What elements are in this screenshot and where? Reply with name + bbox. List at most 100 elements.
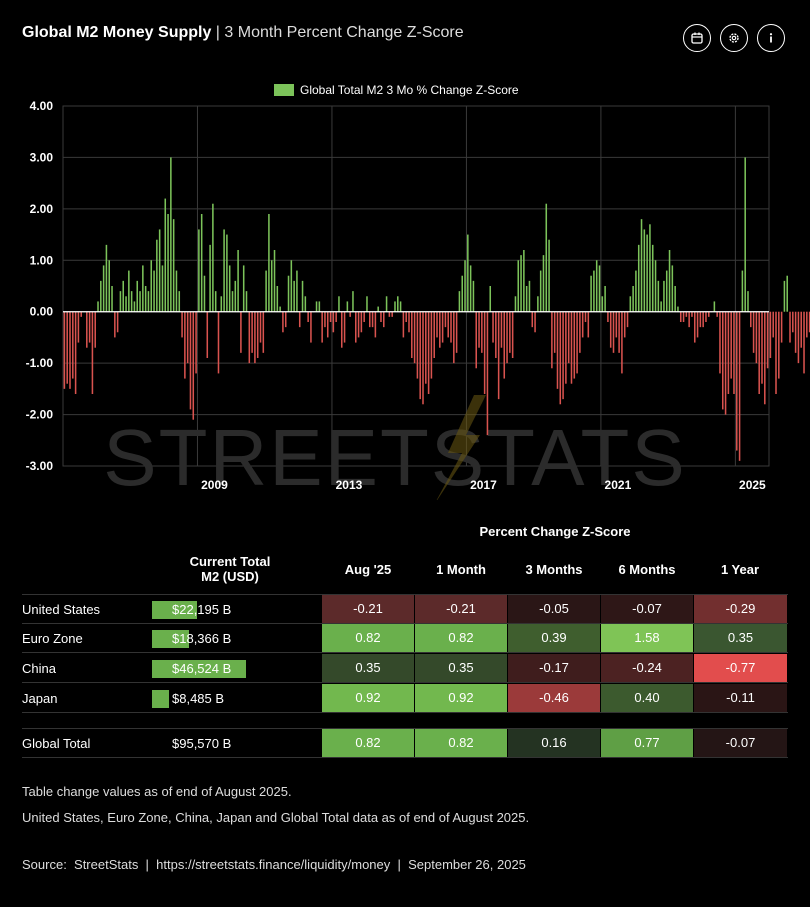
chart-bar[interactable] xyxy=(747,291,749,312)
chart-bar[interactable] xyxy=(273,250,276,312)
chart-bar[interactable] xyxy=(539,270,542,312)
chart-bar[interactable] xyxy=(394,301,396,312)
chart-bar[interactable] xyxy=(270,260,273,312)
chart-bar[interactable] xyxy=(595,260,598,312)
chart-bar[interactable] xyxy=(517,260,520,312)
chart-bar[interactable] xyxy=(114,311,116,338)
chart-bar[interactable] xyxy=(284,311,287,328)
chart-bar[interactable] xyxy=(509,311,511,353)
chart-bar[interactable] xyxy=(105,244,108,312)
chart-bar[interactable] xyxy=(668,250,671,312)
chart-bar[interactable] xyxy=(567,311,570,364)
chart-bar[interactable] xyxy=(108,260,110,312)
chart-bar[interactable] xyxy=(125,296,127,312)
chart-bar[interactable] xyxy=(486,311,489,436)
chart-bar[interactable] xyxy=(363,311,365,322)
chart-bar[interactable] xyxy=(192,311,195,420)
chart-bar[interactable] xyxy=(495,311,497,358)
chart-bar[interactable] xyxy=(220,296,223,312)
chart-bar[interactable] xyxy=(240,311,242,353)
chart-bar[interactable] xyxy=(248,311,251,364)
chart-bar[interactable] xyxy=(371,311,374,328)
chart-bar[interactable] xyxy=(727,311,730,394)
chart-bar[interactable] xyxy=(366,296,368,312)
chart-bar[interactable] xyxy=(206,311,209,358)
chart-bar[interactable] xyxy=(469,265,472,312)
chart-bar[interactable] xyxy=(111,286,113,312)
chart-bar[interactable] xyxy=(559,311,562,405)
chart-bar[interactable] xyxy=(80,311,82,317)
chart-bar[interactable] xyxy=(618,311,620,353)
chart-bar[interactable] xyxy=(472,280,475,312)
chart-bar[interactable] xyxy=(612,311,615,353)
chart-bar[interactable] xyxy=(789,311,791,343)
chart-bar[interactable] xyxy=(520,255,522,312)
chart-bar[interactable] xyxy=(548,239,550,312)
chart-bar[interactable] xyxy=(88,311,91,343)
chart-bar[interactable] xyxy=(349,311,351,317)
chart-bar[interactable] xyxy=(758,311,760,394)
chart-bar[interactable] xyxy=(63,311,66,389)
chart-bar[interactable] xyxy=(226,234,228,312)
chart-bar[interactable] xyxy=(803,311,805,374)
chart-bar[interactable] xyxy=(156,239,158,312)
chart-bar[interactable] xyxy=(506,311,508,364)
chart-bar[interactable] xyxy=(679,311,682,322)
chart-bar[interactable] xyxy=(203,275,206,312)
chart-bar[interactable] xyxy=(483,311,486,394)
chart-bar[interactable] xyxy=(301,280,304,312)
chart-bar[interactable] xyxy=(164,198,167,312)
chart-bar[interactable] xyxy=(184,311,186,379)
chart-bar[interactable] xyxy=(397,296,399,312)
chart-bar[interactable] xyxy=(601,296,604,312)
chart-bar[interactable] xyxy=(136,280,139,312)
chart-bar[interactable] xyxy=(590,275,592,312)
chart-bar[interactable] xyxy=(102,265,105,312)
chart-bar[interactable] xyxy=(489,286,492,312)
chart-bar[interactable] xyxy=(86,311,88,348)
chart-bar[interactable] xyxy=(693,311,696,343)
chart-bar[interactable] xyxy=(170,157,172,312)
chart-bar[interactable] xyxy=(304,296,307,312)
chart-bar[interactable] xyxy=(677,306,679,312)
chart-bar[interactable] xyxy=(329,311,332,322)
chart-bar[interactable] xyxy=(251,311,253,353)
chart-bar[interactable] xyxy=(503,311,506,379)
chart-bar[interactable] xyxy=(413,311,416,364)
chart-bar[interactable] xyxy=(738,311,741,461)
chart-bar[interactable] xyxy=(399,301,402,312)
chart-bar[interactable] xyxy=(282,311,284,333)
chart-bar[interactable] xyxy=(623,311,626,338)
chart-bar[interactable] xyxy=(153,270,155,312)
chart-bar[interactable] xyxy=(419,311,421,400)
chart-bar[interactable] xyxy=(649,224,651,312)
chart-bar[interactable] xyxy=(66,311,68,384)
chart-bar[interactable] xyxy=(189,311,192,410)
chart-bar[interactable] xyxy=(195,311,197,374)
chart-bar[interactable] xyxy=(708,311,710,317)
chart-bar[interactable] xyxy=(744,157,746,312)
chart-bar[interactable] xyxy=(133,301,136,312)
chart-bar[interactable] xyxy=(783,280,786,312)
chart-bar[interactable] xyxy=(130,291,133,312)
chart-bar[interactable] xyxy=(94,311,96,348)
chart-bar[interactable] xyxy=(629,296,632,312)
chart-bar[interactable] xyxy=(214,291,217,312)
chart-bar[interactable] xyxy=(144,286,147,312)
legend-swatch[interactable] xyxy=(274,84,294,96)
chart-bar[interactable] xyxy=(223,229,225,312)
chart-bar[interactable] xyxy=(531,311,534,328)
chart-bar[interactable] xyxy=(719,311,721,374)
chart-bar[interactable] xyxy=(792,311,794,333)
chart-bar[interactable] xyxy=(562,311,564,400)
chart-bar[interactable] xyxy=(635,270,637,312)
chart-bar[interactable] xyxy=(604,286,606,312)
chart-bar[interactable] xyxy=(338,296,340,312)
chart-bar[interactable] xyxy=(696,311,699,338)
chart-bar[interactable] xyxy=(326,311,329,338)
chart-bar[interactable] xyxy=(632,286,634,312)
chart-bar[interactable] xyxy=(380,311,382,322)
chart-bar[interactable] xyxy=(335,311,337,322)
chart-bar[interactable] xyxy=(293,280,295,312)
chart-bar[interactable] xyxy=(139,291,141,312)
